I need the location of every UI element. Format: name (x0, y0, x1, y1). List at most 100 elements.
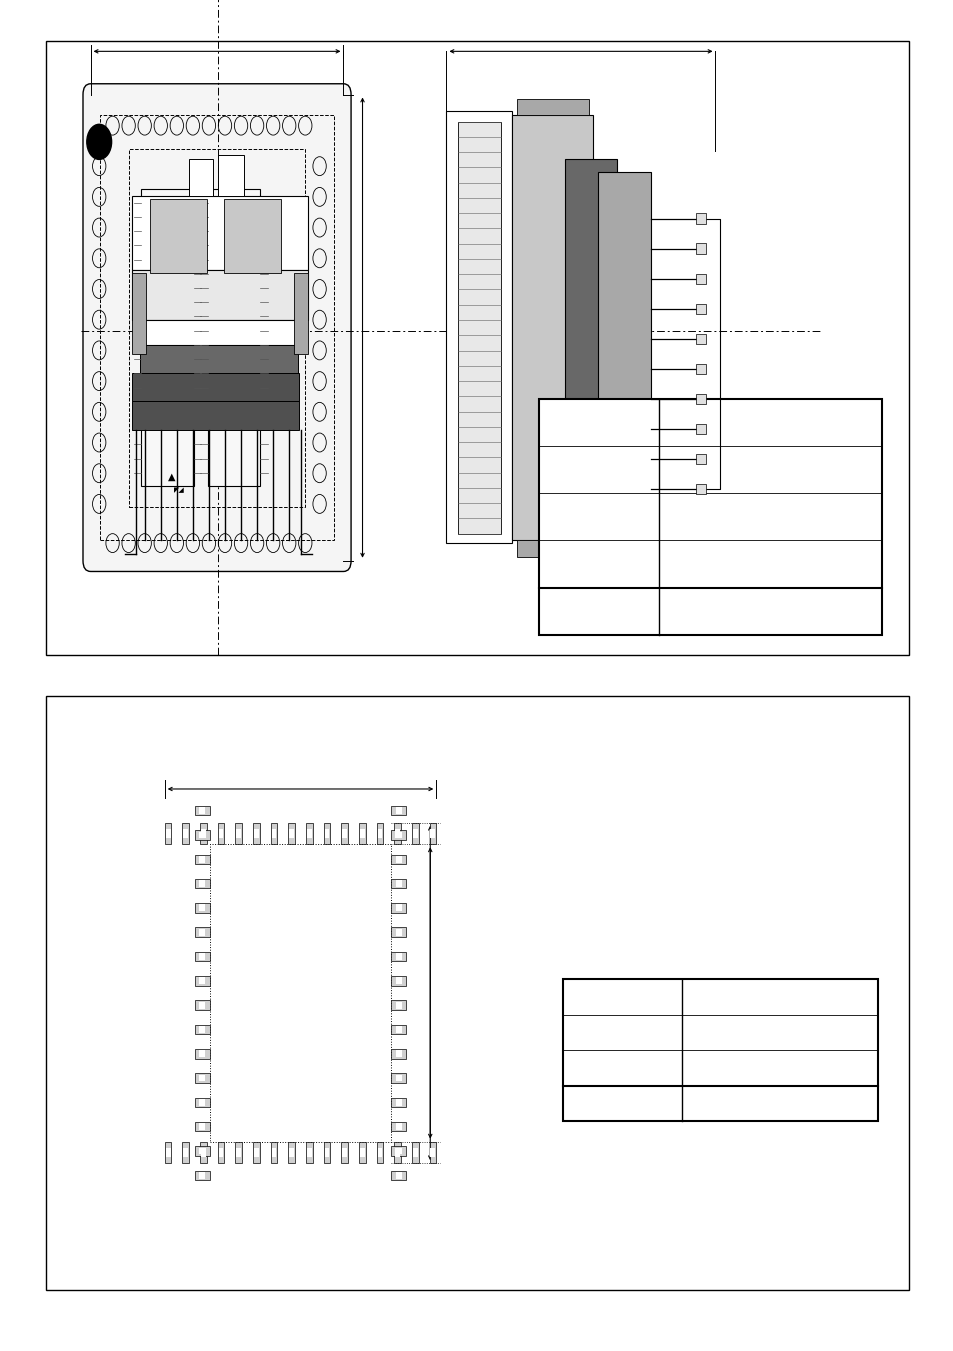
Bar (235, 823, 242, 844)
Bar (199, 881, 205, 886)
Bar (199, 1147, 205, 1154)
Bar (323, 823, 330, 844)
Bar (306, 1142, 313, 1163)
Bar (430, 1148, 435, 1156)
Bar (201, 1148, 206, 1156)
Bar (391, 1048, 406, 1059)
Bar (696, 454, 705, 465)
Bar (218, 1148, 223, 1156)
Bar (201, 830, 206, 838)
Bar (194, 904, 210, 913)
Bar (132, 273, 146, 354)
Bar (166, 1148, 171, 1156)
Bar (395, 929, 401, 935)
Bar (194, 927, 210, 938)
Bar (200, 823, 207, 844)
Bar (696, 484, 705, 494)
Bar (377, 1148, 382, 1156)
Bar (165, 823, 172, 844)
Bar (359, 830, 364, 838)
Bar (288, 823, 294, 844)
Bar (413, 1148, 417, 1156)
Bar (200, 1142, 207, 1163)
Bar (395, 978, 401, 984)
Bar (166, 830, 171, 838)
Bar (342, 830, 347, 838)
Bar (140, 320, 302, 345)
Bar (182, 1142, 189, 1163)
Bar (696, 273, 705, 284)
Bar (376, 823, 383, 844)
Bar (132, 196, 308, 270)
Bar (394, 1142, 400, 1163)
Bar (194, 952, 210, 962)
Bar (598, 172, 650, 503)
Bar (358, 1142, 365, 1163)
Bar (194, 1170, 210, 1181)
Bar (199, 1100, 205, 1105)
Bar (194, 1121, 210, 1131)
Bar (395, 1027, 401, 1032)
Bar (289, 1148, 294, 1156)
Bar (696, 243, 705, 254)
Bar (391, 1000, 406, 1011)
Bar (395, 831, 401, 838)
Bar (217, 155, 244, 196)
Bar (324, 830, 329, 838)
Bar (391, 952, 406, 962)
Bar (391, 1146, 406, 1156)
Bar (391, 927, 406, 938)
Bar (395, 905, 401, 912)
Bar (358, 823, 365, 844)
Text: ◤◢: ◤◢ (173, 488, 185, 493)
Bar (395, 830, 399, 838)
Bar (194, 1024, 210, 1035)
Bar (272, 830, 276, 838)
Bar (395, 857, 401, 862)
Bar (199, 808, 205, 813)
Bar (194, 1097, 210, 1108)
Bar (194, 805, 210, 816)
Bar (512, 115, 593, 540)
Bar (129, 149, 305, 507)
Bar (271, 1142, 277, 1163)
Bar (194, 1000, 210, 1011)
Bar (696, 363, 705, 374)
Bar (183, 1148, 188, 1156)
Bar (236, 1148, 241, 1156)
Bar (307, 1148, 312, 1156)
Bar (696, 393, 705, 404)
Bar (199, 1002, 205, 1008)
Bar (199, 1027, 205, 1032)
Bar (430, 830, 435, 838)
Bar (538, 399, 882, 635)
Bar (199, 954, 205, 959)
Bar (445, 111, 512, 543)
Bar (391, 854, 406, 865)
Bar (696, 424, 705, 435)
Bar (199, 1051, 205, 1056)
Bar (253, 1142, 259, 1163)
Bar (376, 1142, 383, 1163)
Bar (183, 830, 188, 838)
Circle shape (87, 124, 112, 159)
Bar (165, 1142, 172, 1163)
Bar (194, 1146, 210, 1156)
Bar (132, 401, 298, 430)
Bar (199, 1075, 205, 1081)
Bar (271, 823, 277, 844)
Bar (194, 1073, 210, 1084)
Bar (140, 345, 297, 373)
Bar (141, 189, 193, 486)
Bar (217, 823, 224, 844)
Bar (429, 823, 436, 844)
Bar (199, 1123, 205, 1129)
Bar (517, 99, 588, 115)
Bar (253, 830, 258, 838)
Bar (132, 270, 308, 320)
Bar (235, 1142, 242, 1163)
Bar (342, 1148, 347, 1156)
Bar (100, 115, 334, 540)
Bar (199, 1171, 205, 1178)
Bar (199, 929, 205, 935)
